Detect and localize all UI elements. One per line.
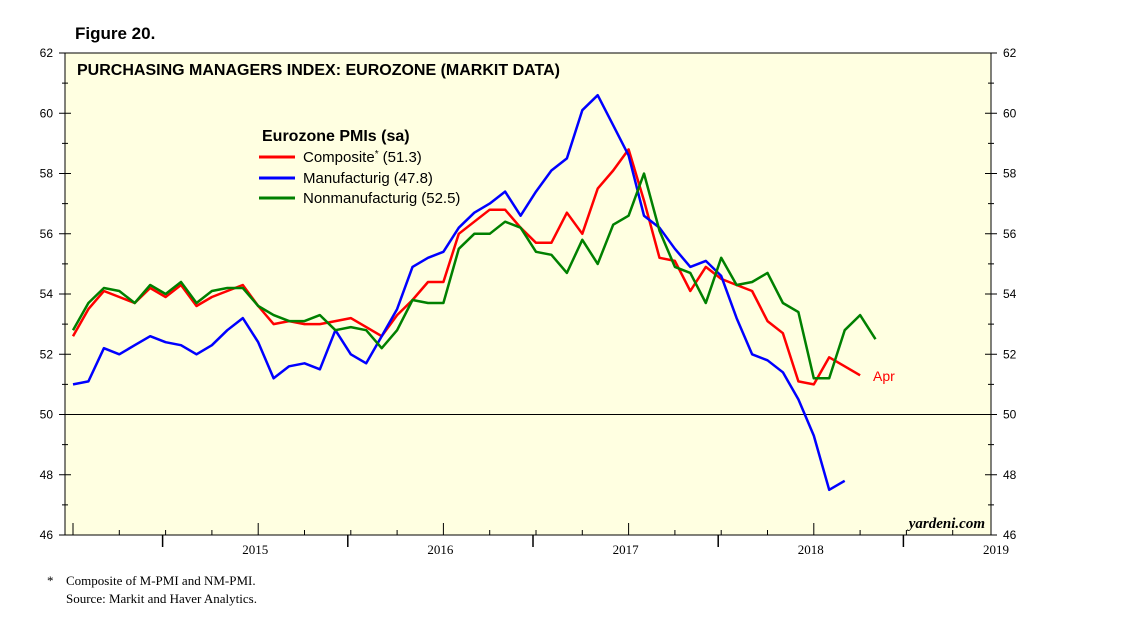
y-tick-label-left-48: 48: [40, 468, 54, 482]
y-tick-label-right-60: 60: [1003, 106, 1017, 120]
axes: 46 46 48 48 50 50 52 52 54 54 56 56 58 58 60 60 62 62 2015…: [40, 46, 1017, 557]
y-tick-label-right-62: 62: [1003, 46, 1017, 60]
y-tick-label-right-52: 52: [1003, 347, 1017, 361]
y-tick-label-right-46: 46: [1003, 528, 1017, 542]
pmi-line-chart: 46 46 48 48 50 50 52 52 54 54 56 56 58 58 60 60 62 62 2015…: [40, 46, 1017, 557]
footnote-composite: Composite of M-PMI and NM-PMI.: [66, 573, 256, 588]
x-tick-label-2019: 2019: [983, 542, 1009, 557]
x-tick-label-2015: 2015: [242, 542, 268, 557]
legend-value-manufacturing: (47.8): [394, 170, 433, 187]
y-tick-label-left-46: 46: [40, 528, 54, 542]
y-tick-label-right-50: 50: [1003, 408, 1017, 422]
legend-name-manufacturing: Manufacturig: [303, 170, 390, 187]
x-tick-label-2018: 2018: [798, 542, 824, 557]
footnote-source: Source: Markit and Haver Analytics.: [66, 591, 257, 606]
y-tick-label-left-62: 62: [40, 46, 54, 60]
y-tick-label-right-56: 56: [1003, 227, 1017, 241]
y-tick-label-left-56: 56: [40, 227, 54, 241]
y-tick-label-right-54: 54: [1003, 287, 1017, 301]
legend-value-nonmanufacturing: (52.5): [421, 190, 460, 207]
figure-label: Figure 20.: [75, 24, 156, 43]
series-line-nonmanufacturing: [71, 172, 877, 380]
y-tick-label-left-54: 54: [40, 287, 54, 301]
legend-name-composite: Composite: [303, 149, 375, 166]
y-tick-label-left-60: 60: [40, 106, 54, 120]
series-lines: [71, 93, 877, 492]
legend-suffix-composite: *: [375, 149, 379, 160]
plot-background: [64, 52, 992, 536]
y-tick-label-right-58: 58: [1003, 167, 1017, 181]
x-tick-label-2016: 2016: [427, 542, 454, 557]
legend-label-composite: Composite* (51.3): [303, 149, 422, 167]
series-line-composite: [71, 148, 861, 386]
y-tick-label-left-58: 58: [40, 167, 54, 181]
chart-title: PURCHASING MANAGERS INDEX: EUROZONE (MAR…: [77, 62, 560, 79]
legend-label-manufacturing: Manufacturig (47.8): [303, 170, 433, 187]
footnote-star: *: [47, 573, 54, 588]
y-tick-label-right-48: 48: [1003, 468, 1017, 482]
legend-value-composite: (51.3): [383, 149, 422, 166]
legend: Eurozone PMIs (sa) Composite* (51.3) Manu…: [259, 128, 460, 207]
legend-name-nonmanufacturing: Nonmanufacturig: [303, 190, 417, 207]
legend-label-nonmanufacturing: Nonmanufacturig (52.5): [303, 190, 460, 207]
x-tick-label-2017: 2017: [613, 542, 640, 557]
y-tick-label-left-52: 52: [40, 347, 54, 361]
watermark: yardeni.com: [907, 516, 985, 532]
end-annotation-apr: Apr: [873, 368, 895, 384]
y-tick-label-left-50: 50: [40, 408, 54, 422]
legend-title: Eurozone PMIs (sa): [262, 128, 410, 145]
